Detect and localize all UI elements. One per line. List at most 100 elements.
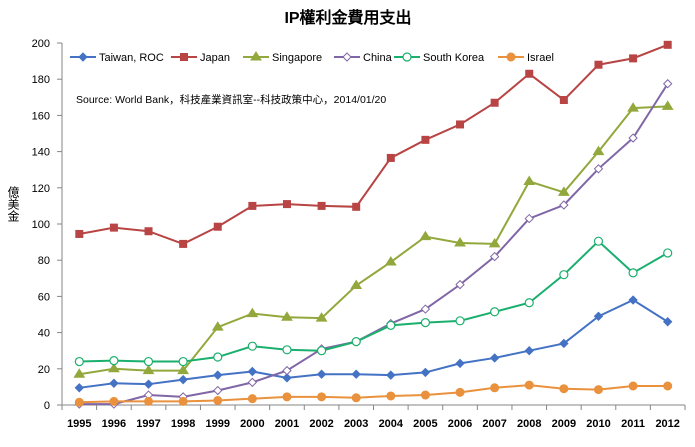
data-point-israel — [282, 392, 292, 402]
data-point-israel — [628, 381, 638, 391]
data-point-israel — [74, 397, 84, 407]
y-tick-label: 160 — [32, 110, 50, 122]
data-point-singapore — [661, 100, 674, 110]
data-point-japan — [490, 98, 499, 107]
data-point-israel — [351, 393, 361, 403]
data-point-israel — [455, 387, 465, 397]
data-point-taiwan-roc — [386, 370, 396, 380]
data-point-china — [628, 133, 638, 143]
data-point-japan — [386, 153, 395, 162]
x-tick-label: 1999 — [206, 418, 230, 430]
data-point-taiwan-roc — [247, 366, 258, 377]
x-tick-label: 1995 — [67, 418, 91, 430]
data-point-singapore — [384, 256, 397, 266]
y-tick-label: 40 — [38, 328, 50, 340]
legend-swatch-marker — [506, 52, 516, 62]
data-point-japan — [75, 229, 84, 238]
data-point-south-korea — [213, 352, 223, 362]
data-point-japan — [144, 227, 153, 236]
data-point-china — [662, 79, 673, 89]
y-tick-label: 100 — [32, 219, 50, 231]
data-point-china — [489, 251, 500, 262]
data-point-singapore — [177, 364, 190, 375]
data-point-singapore — [350, 279, 363, 290]
data-point-china — [420, 304, 431, 314]
data-point-china — [455, 279, 465, 290]
x-tick-label: 1998 — [171, 418, 195, 430]
legend-label: Taiwan, ROC — [99, 52, 164, 64]
data-point-south-korea — [628, 268, 638, 278]
x-tick-label: 2003 — [344, 418, 368, 430]
data-point-taiwan-roc — [213, 370, 223, 380]
legend-swatch-marker — [78, 52, 88, 62]
series-layer — [73, 40, 674, 409]
data-point-israel — [247, 394, 257, 404]
data-point-singapore — [557, 186, 570, 196]
data-point-singapore — [246, 307, 259, 318]
data-point-singapore — [142, 364, 155, 375]
data-point-japan — [421, 135, 430, 144]
data-point-israel — [559, 384, 569, 394]
data-point-south-korea — [247, 341, 257, 351]
data-point-singapore — [592, 145, 605, 156]
data-point-taiwan-roc — [420, 367, 431, 378]
data-point-taiwan-roc — [455, 358, 465, 369]
data-point-singapore — [281, 311, 293, 321]
y-tick-label: 200 — [32, 38, 50, 50]
data-point-taiwan-roc — [662, 317, 673, 327]
x-tick-label: 2002 — [309, 418, 333, 430]
series-israel — [74, 380, 673, 407]
data-point-israel — [386, 391, 396, 401]
axes: 0 20 40 60 80 100 120 140 160 180 200 1995 1996 1997 1… — [32, 38, 686, 430]
x-tick-label: 2010 — [586, 418, 610, 430]
data-point-china — [593, 164, 604, 174]
data-point-singapore — [419, 230, 432, 241]
data-point-israel — [213, 395, 223, 405]
x-tick-label: 2007 — [482, 418, 506, 430]
y-tick-label: 140 — [32, 147, 50, 159]
series-line-taiwan-roc — [79, 298, 669, 389]
legend-swatch-marker — [180, 53, 188, 61]
data-point-taiwan-roc — [282, 373, 292, 383]
x-tick-label: 2009 — [552, 418, 576, 430]
data-point-japan — [559, 96, 568, 105]
data-point-south-korea — [351, 337, 361, 347]
legend-label: South Korea — [423, 52, 485, 64]
data-point-israel — [420, 390, 430, 400]
data-point-taiwan-roc — [178, 374, 188, 385]
data-point-japan — [594, 60, 603, 69]
legend-label: Japan — [200, 52, 230, 64]
y-tick-label: 180 — [32, 74, 50, 86]
data-point-taiwan-roc — [109, 378, 119, 388]
series-singapore — [73, 100, 674, 378]
data-point-south-korea — [663, 248, 673, 258]
data-point-taiwan-roc — [351, 369, 361, 379]
data-point-japan — [248, 201, 257, 210]
data-point-singapore — [211, 321, 224, 331]
data-point-south-korea — [420, 318, 431, 328]
x-tick-label: 1996 — [102, 418, 126, 430]
data-point-japan — [282, 200, 291, 209]
data-point-singapore — [73, 368, 86, 378]
data-point-israel — [663, 381, 673, 391]
data-point-japan — [456, 120, 465, 129]
series-line-china — [79, 83, 669, 406]
legend-swatch-marker — [342, 52, 352, 62]
data-point-taiwan-roc — [143, 379, 154, 389]
data-point-israel — [109, 396, 119, 406]
data-point-south-korea — [143, 356, 154, 367]
legend-item-israel: Israel — [498, 52, 554, 64]
legend-swatch-marker — [402, 52, 412, 62]
data-point-israel — [490, 383, 500, 393]
series-line-singapore — [79, 105, 668, 376]
data-point-china — [213, 385, 223, 396]
legend-label: Singapore — [272, 52, 322, 64]
legend-swatch-marker — [250, 51, 262, 61]
x-tick-label: 2006 — [448, 418, 472, 430]
data-point-japan — [213, 222, 222, 231]
legend-item-taiwan-roc: Taiwan, ROC — [70, 52, 164, 64]
data-point-israel — [317, 392, 327, 402]
data-point-japan — [629, 54, 638, 63]
data-point-israel — [593, 385, 603, 395]
